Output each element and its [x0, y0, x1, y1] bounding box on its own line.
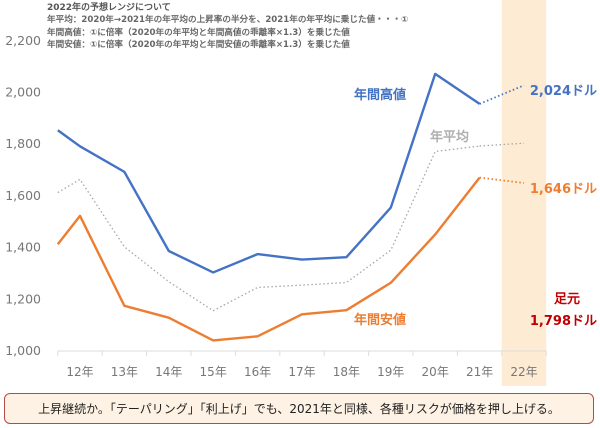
x-tick-label: 22年 — [510, 365, 537, 379]
y-tick-label: 2,000 — [5, 85, 41, 100]
x-tick-label: 18年 — [333, 365, 360, 379]
forecast-line-2 — [479, 176, 525, 184]
series-label-high: 年間高値 — [354, 87, 406, 103]
note-line-low: 年間安値：①に倍率（2020年の年平均と年間安値の乖離率×1.3）を乗じた値 — [47, 38, 350, 50]
y-tick-label: 1,800 — [5, 136, 41, 151]
summary-text: 上昇継続か。「テーパリング」「利上げ」でも、2021年と同様、各種リスクが価格を… — [38, 402, 560, 416]
series-label-low: 年間安値 — [354, 312, 406, 328]
current-price-label: 1,798ドル — [530, 314, 597, 329]
current-label: 足元 — [554, 292, 580, 307]
note-line-average: 年平均：2020年→2021年の年平均の上昇率の半分を、2021年の年平均に乗じ… — [47, 13, 408, 25]
x-tick-label: 20年 — [422, 365, 449, 379]
notes-title: 2022年の予想レンジについて — [47, 1, 171, 13]
highlight-band-2022 — [501, 0, 547, 386]
x-tick-label: 19年 — [377, 365, 404, 379]
series-line-2 — [56, 176, 481, 342]
y-tick-label: 2,200 — [5, 33, 41, 48]
y-tick-label: 1,600 — [5, 188, 41, 203]
x-tick-label: 14年 — [155, 365, 182, 379]
forecast-label-high: 2,024ドル — [530, 84, 597, 99]
series-label-average: 年平均 — [430, 129, 469, 145]
y-tick-label: 1,400 — [5, 240, 41, 255]
y-tick-label: 1,200 — [5, 291, 41, 306]
y-tick-label: 1,000 — [5, 343, 41, 358]
forecast-line-0 — [479, 84, 525, 105]
x-tick-label: 13年 — [111, 365, 138, 379]
x-tick-label: 21年 — [466, 365, 493, 379]
summary-callout: 上昇継続か。「テーパリング」「利上げ」でも、2021年と同様、各種リスクが価格を… — [4, 393, 594, 424]
x-tick-label: 16年 — [244, 365, 271, 379]
forecast-line-1 — [479, 142, 525, 147]
note-line-high: 年間高値：①に倍率（2020年の年平均と年間高値の乖離率×1.3）を乗じた値 — [47, 26, 350, 38]
x-tick-label: 17年 — [288, 365, 315, 379]
x-tick-label: 15年 — [200, 365, 227, 379]
forecast-label-low: 1,646ドル — [530, 182, 597, 197]
x-tick-label: 12年 — [66, 365, 93, 379]
